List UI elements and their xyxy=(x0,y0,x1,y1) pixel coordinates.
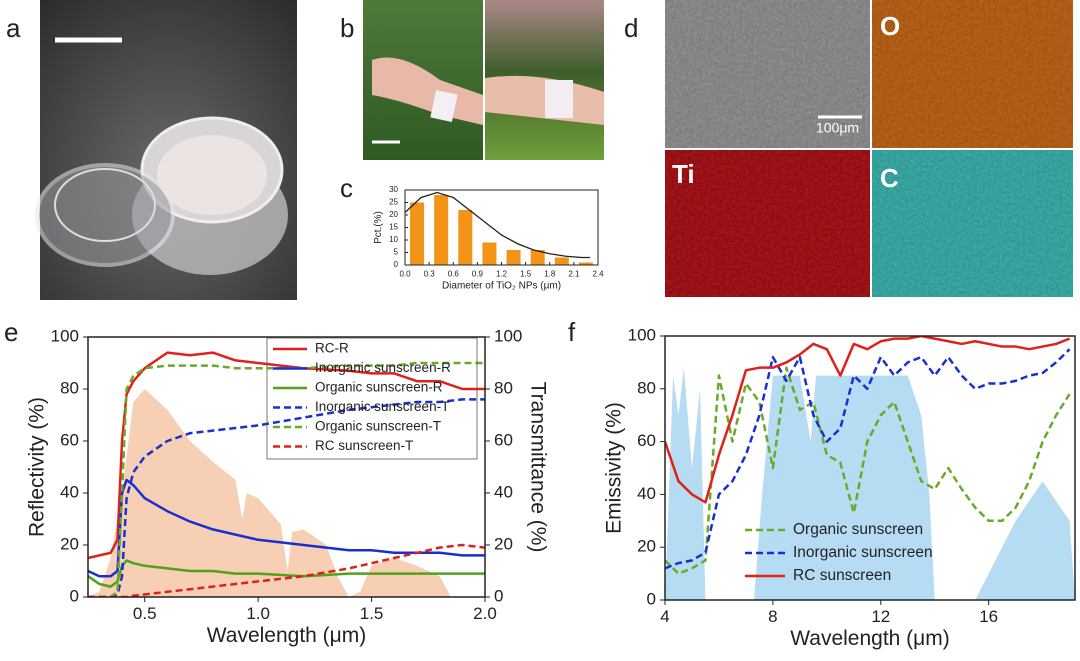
series-line xyxy=(88,543,485,597)
plot xyxy=(88,351,485,597)
fit-curve xyxy=(405,191,590,259)
panel-label: e xyxy=(4,317,18,347)
y-tick-label: 60 xyxy=(60,430,79,449)
legend-box xyxy=(266,337,478,460)
y-tick-label: 100 xyxy=(628,325,656,344)
x-tick-label: 1.5 xyxy=(520,269,532,278)
bar xyxy=(554,257,569,265)
map-label: Ti xyxy=(672,159,695,189)
x-tick-label: 2.0 xyxy=(473,604,497,623)
bar xyxy=(578,262,593,265)
series-line xyxy=(88,398,485,597)
y-tick-label: 20 xyxy=(637,537,656,556)
y-tick-label: 0 xyxy=(394,260,399,269)
scale-bar-label: 100μm xyxy=(816,120,859,136)
y2-tick-label: 0 xyxy=(494,586,503,605)
x-tick-label: 1.8 xyxy=(544,269,556,278)
y2-tick-label: 80 xyxy=(494,378,513,397)
photo-arms xyxy=(363,0,604,160)
bar xyxy=(410,202,425,265)
x-tick-label: 2.1 xyxy=(568,269,580,278)
legend-label: Inorganic sunscreen-R xyxy=(315,360,451,375)
plot-frame xyxy=(664,335,1076,601)
legend-label: RC-R xyxy=(315,341,349,356)
y-tick-label: 60 xyxy=(637,431,656,450)
panel-label: b xyxy=(340,13,354,43)
panel-label: a xyxy=(6,13,21,43)
y-tick-label: 10 xyxy=(389,235,398,244)
map-label: C xyxy=(880,163,899,193)
plot xyxy=(405,191,593,265)
legend-label: Organic sunscreen-R xyxy=(315,380,443,395)
plot xyxy=(665,336,1075,600)
y2-tick-label: 40 xyxy=(494,482,513,501)
legend-label: RC sunscreen-T xyxy=(315,438,413,453)
bar xyxy=(506,250,521,265)
x-tick-label: 0.6 xyxy=(448,269,460,278)
y-tick-label: 100 xyxy=(51,326,79,345)
x-tick-label: 12 xyxy=(871,607,890,626)
panel-label: f xyxy=(568,317,576,347)
y-axis-label: Pct.(%) xyxy=(373,211,384,244)
legend-label: Inorganic sunscreen-T xyxy=(315,399,449,414)
y2-tick-label: 100 xyxy=(494,326,522,345)
bar xyxy=(458,210,473,265)
x-tick-label: 0.3 xyxy=(424,269,436,278)
legend-label: Organic sunscreen xyxy=(793,521,923,538)
bar xyxy=(434,195,449,265)
y-tick-label: 80 xyxy=(637,378,656,397)
background-area xyxy=(88,389,485,597)
x-tick-label: 1.5 xyxy=(360,604,384,623)
series-line xyxy=(88,361,485,597)
y-tick-label: 40 xyxy=(60,482,79,501)
x-tick-label: 2.4 xyxy=(592,269,604,278)
x-tick-label: 16 xyxy=(979,607,998,626)
y-axis-label: Emissivity (%) xyxy=(602,402,625,534)
y-tick-label: 40 xyxy=(637,484,656,503)
y-tick-label: 0 xyxy=(70,586,79,605)
y-tick-label: 80 xyxy=(60,378,79,397)
x-tick-label: 1.0 xyxy=(246,604,270,623)
y-tick-label: 25 xyxy=(389,198,398,207)
y-tick-label: 30 xyxy=(389,185,398,194)
legend-label: Inorganic sunscreen xyxy=(793,544,933,561)
x-tick-label: 8 xyxy=(768,607,777,626)
plot-frame xyxy=(87,336,486,598)
y-tick-label: 20 xyxy=(389,210,398,219)
y-tick-label: 20 xyxy=(60,534,79,553)
series-line xyxy=(665,348,1071,570)
bar xyxy=(530,250,545,265)
x-axis-label: Wavelength (μm) xyxy=(207,624,367,647)
legend-label: Organic sunscreen-T xyxy=(315,419,441,434)
x-tick-label: 0.9 xyxy=(472,269,484,278)
x-tick-label: 1.2 xyxy=(496,269,508,278)
series-line xyxy=(665,366,1071,575)
series-line xyxy=(665,336,1071,504)
background-area xyxy=(665,367,1075,600)
panel-label: d xyxy=(624,13,638,43)
y-axis-label: Reflectivity (%) xyxy=(25,397,48,537)
series-line xyxy=(88,351,485,560)
x-tick-label: 4 xyxy=(660,607,669,626)
plot-frame xyxy=(404,189,599,266)
photo-jar xyxy=(35,0,297,300)
y2-tick-label: 20 xyxy=(494,534,513,553)
x-tick-label: 0.0 xyxy=(399,269,411,278)
legend-label: RC sunscreen xyxy=(793,567,891,584)
x-tick-label: 0.5 xyxy=(133,604,157,623)
x-axis-label: Diameter of TiO₂ NPs (μm) xyxy=(442,280,561,291)
y2-tick-label: 60 xyxy=(494,430,513,449)
map-label: O xyxy=(880,11,900,41)
y-tick-label: 0 xyxy=(647,589,656,608)
panel-label: c xyxy=(340,173,353,203)
eds-maps xyxy=(665,0,1073,297)
bar xyxy=(482,242,497,265)
y-tick-label: 15 xyxy=(389,223,398,232)
y-tick-label: 5 xyxy=(394,248,399,257)
y2-axis-label: Transmittance (%) xyxy=(527,382,550,553)
x-axis-label: Wavelength (μm) xyxy=(790,627,950,650)
